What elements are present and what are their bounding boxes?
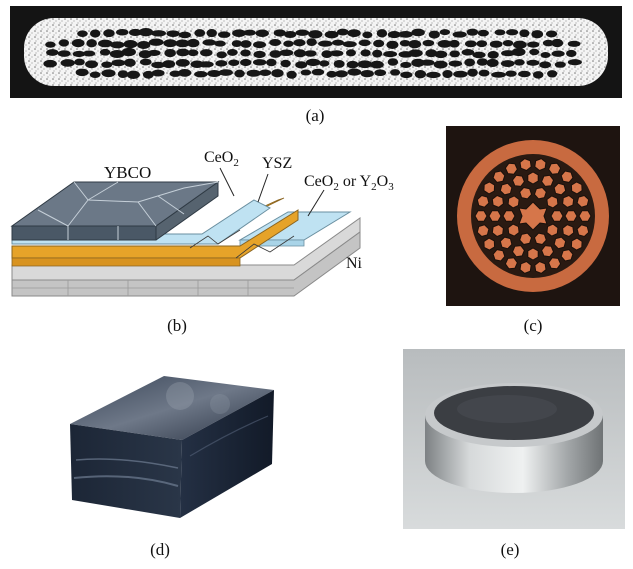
round-wire-cross-section — [446, 126, 620, 306]
bulk-disk-photo — [403, 349, 625, 529]
label-ceo2: CeO2 — [204, 149, 239, 169]
panel-c — [446, 126, 620, 306]
panel-e — [403, 349, 625, 529]
bulk-block-photo — [70, 376, 274, 518]
caption-a: (a) — [305, 106, 325, 125]
panel-d — [60, 360, 282, 522]
label-ybco: YBCO — [104, 163, 151, 182]
label-ysz: YSZ — [262, 155, 292, 172]
caption-c: (c) — [523, 316, 543, 335]
caption-e: (e) — [500, 540, 520, 559]
label-buffer: CeO2 or Y2O3 — [304, 173, 394, 193]
label-ni: Ni — [346, 255, 363, 272]
caption-d: (d) — [150, 540, 170, 559]
coated-conductor-layer-diagram: YBCO CeO2 YSZ CeO2 or Y2O3 Ni — [10, 149, 394, 297]
panel-a — [10, 6, 622, 98]
tape-cross-section-micrograph — [10, 6, 622, 98]
caption-b: (b) — [167, 316, 187, 335]
panel-b: YBCO CeO2 YSZ CeO2 or Y2O3 Ni — [8, 140, 428, 305]
